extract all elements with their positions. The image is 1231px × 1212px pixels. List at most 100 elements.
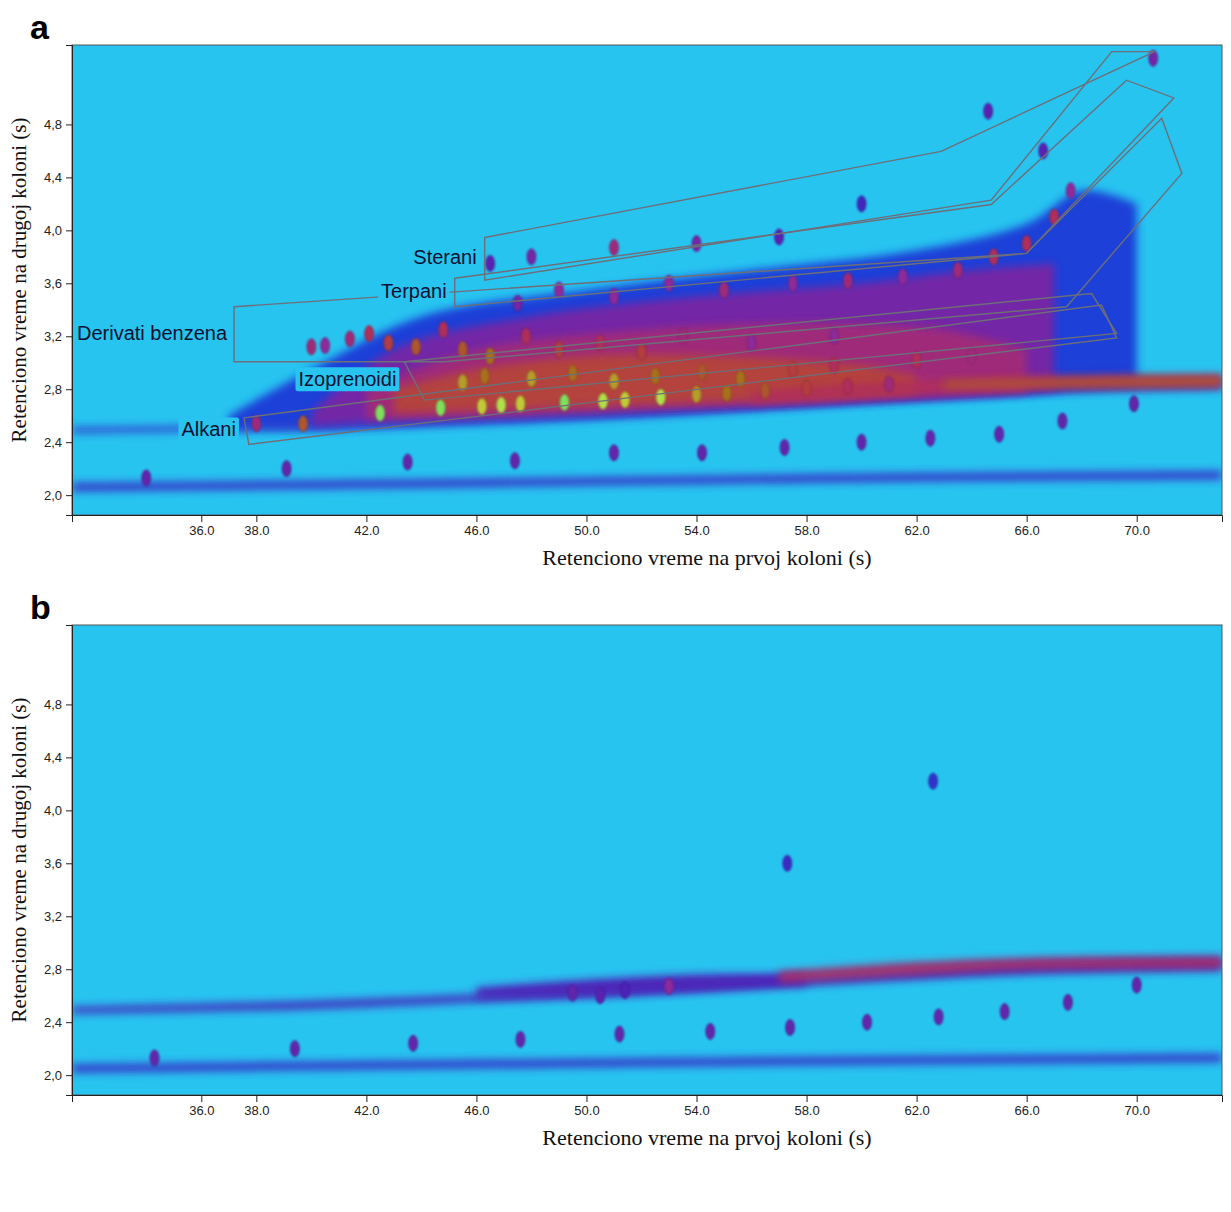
x-tick-mark <box>1137 1095 1138 1102</box>
x-tick: 38.0 <box>244 1095 269 1118</box>
x-tick-label: 58.0 <box>794 523 819 538</box>
y-tick-mark <box>66 283 72 284</box>
peak <box>885 376 894 392</box>
x-tick: 54.0 <box>684 1095 709 1118</box>
y-tick: 4,0 <box>44 803 72 818</box>
peak <box>321 338 330 354</box>
x-tick-label: 50.0 <box>574 523 599 538</box>
y-tick-mark <box>66 810 72 811</box>
x-tick-mark <box>1137 515 1138 522</box>
region-label: Alkani <box>178 417 238 441</box>
x-tick: 58.0 <box>794 1095 819 1118</box>
x-tick-mark <box>476 1095 477 1102</box>
x-tick: 62.0 <box>904 515 929 538</box>
peak <box>1066 183 1075 199</box>
x-tick-label: 62.0 <box>904 1103 929 1118</box>
peak <box>1063 994 1072 1010</box>
x-tick-mark <box>917 1095 918 1102</box>
region-label: Sterani <box>410 245 479 269</box>
x-tick-label: 54.0 <box>684 523 709 538</box>
panel-letter: a <box>30 8 50 46</box>
y-tick-label: 2,8 <box>44 382 62 397</box>
x-tick-label: 46.0 <box>464 523 489 538</box>
peak <box>620 392 629 408</box>
peak <box>761 383 770 399</box>
y-tick-label: 2,8 <box>44 962 62 977</box>
x-tick-label: 58.0 <box>794 1103 819 1118</box>
peak <box>934 1009 943 1025</box>
peak <box>527 371 536 387</box>
x-tick: 42.0 <box>354 1095 379 1118</box>
peak <box>568 365 577 381</box>
peak <box>720 282 729 298</box>
peak <box>830 328 839 344</box>
peak <box>568 985 577 1001</box>
peak <box>929 773 938 789</box>
peak <box>560 394 569 410</box>
peak <box>527 249 536 265</box>
x-axis-line <box>73 516 1223 523</box>
y-tick-mark <box>66 1075 72 1076</box>
peak <box>788 275 797 291</box>
peak <box>384 335 393 351</box>
peak <box>307 339 316 355</box>
y-tick-mark <box>66 1022 72 1023</box>
peak <box>411 339 420 355</box>
x-tick-label: 38.0 <box>244 523 269 538</box>
x-tick-mark <box>201 1095 202 1102</box>
y-tick-mark <box>66 495 72 496</box>
y-axis-title: Retenciono vreme na drugoj koloni (s) <box>7 698 31 1023</box>
x-tick-label: 46.0 <box>464 1103 489 1118</box>
region-label: Izoprenoidi <box>296 367 400 391</box>
x-tick-mark <box>366 515 367 522</box>
x-tick-label: 62.0 <box>904 523 929 538</box>
peak <box>656 389 665 405</box>
x-tick-label: 54.0 <box>684 1103 709 1118</box>
peak <box>747 335 756 351</box>
peak <box>843 273 852 289</box>
x-tick-label: 42.0 <box>354 523 379 538</box>
y-tick-mark <box>66 442 72 443</box>
figure: 36.038.042.046.050.054.058.062.066.070.0… <box>0 0 1231 1212</box>
plot-marks <box>72 773 1222 1072</box>
x-tick-mark <box>917 515 918 522</box>
peak <box>698 364 707 380</box>
x-tick-mark <box>256 1095 257 1102</box>
x-tick-mark <box>1027 1095 1028 1102</box>
band <box>311 263 1054 426</box>
region-label: Derivati benzena <box>74 321 231 345</box>
x-tick: 54.0 <box>684 515 709 538</box>
x-tick-label: 38.0 <box>244 1103 269 1118</box>
y-tick-mark <box>66 969 72 970</box>
x-tick: 66.0 <box>1015 515 1040 538</box>
peak <box>615 1026 624 1042</box>
peak <box>403 454 412 470</box>
x-tick: 50.0 <box>574 515 599 538</box>
peak <box>665 978 674 994</box>
peak <box>477 398 486 414</box>
y-tick: 2,4 <box>44 1015 72 1030</box>
peak <box>409 1035 418 1051</box>
peak <box>1000 1004 1009 1020</box>
peak <box>282 461 291 477</box>
y-tick-label: 3,6 <box>44 856 62 871</box>
plot-frame <box>72 45 1222 515</box>
peak <box>620 982 629 998</box>
y-tick-mark <box>66 124 72 125</box>
band <box>72 957 1222 1013</box>
y-tick: 4,4 <box>44 750 72 765</box>
peak <box>486 348 495 364</box>
peak <box>609 445 618 461</box>
region-outline <box>485 52 1155 281</box>
peak <box>698 445 707 461</box>
peak <box>516 396 525 412</box>
y-tick-mark <box>66 336 72 337</box>
region-label-text: Terpani <box>381 280 447 302</box>
y-tick: 2,8 <box>44 382 72 397</box>
peak <box>345 331 354 347</box>
plot-background <box>72 45 1222 515</box>
peak <box>706 1023 715 1039</box>
peak <box>995 426 1004 442</box>
x-tick-mark <box>476 515 477 522</box>
region-outline <box>234 118 1182 361</box>
